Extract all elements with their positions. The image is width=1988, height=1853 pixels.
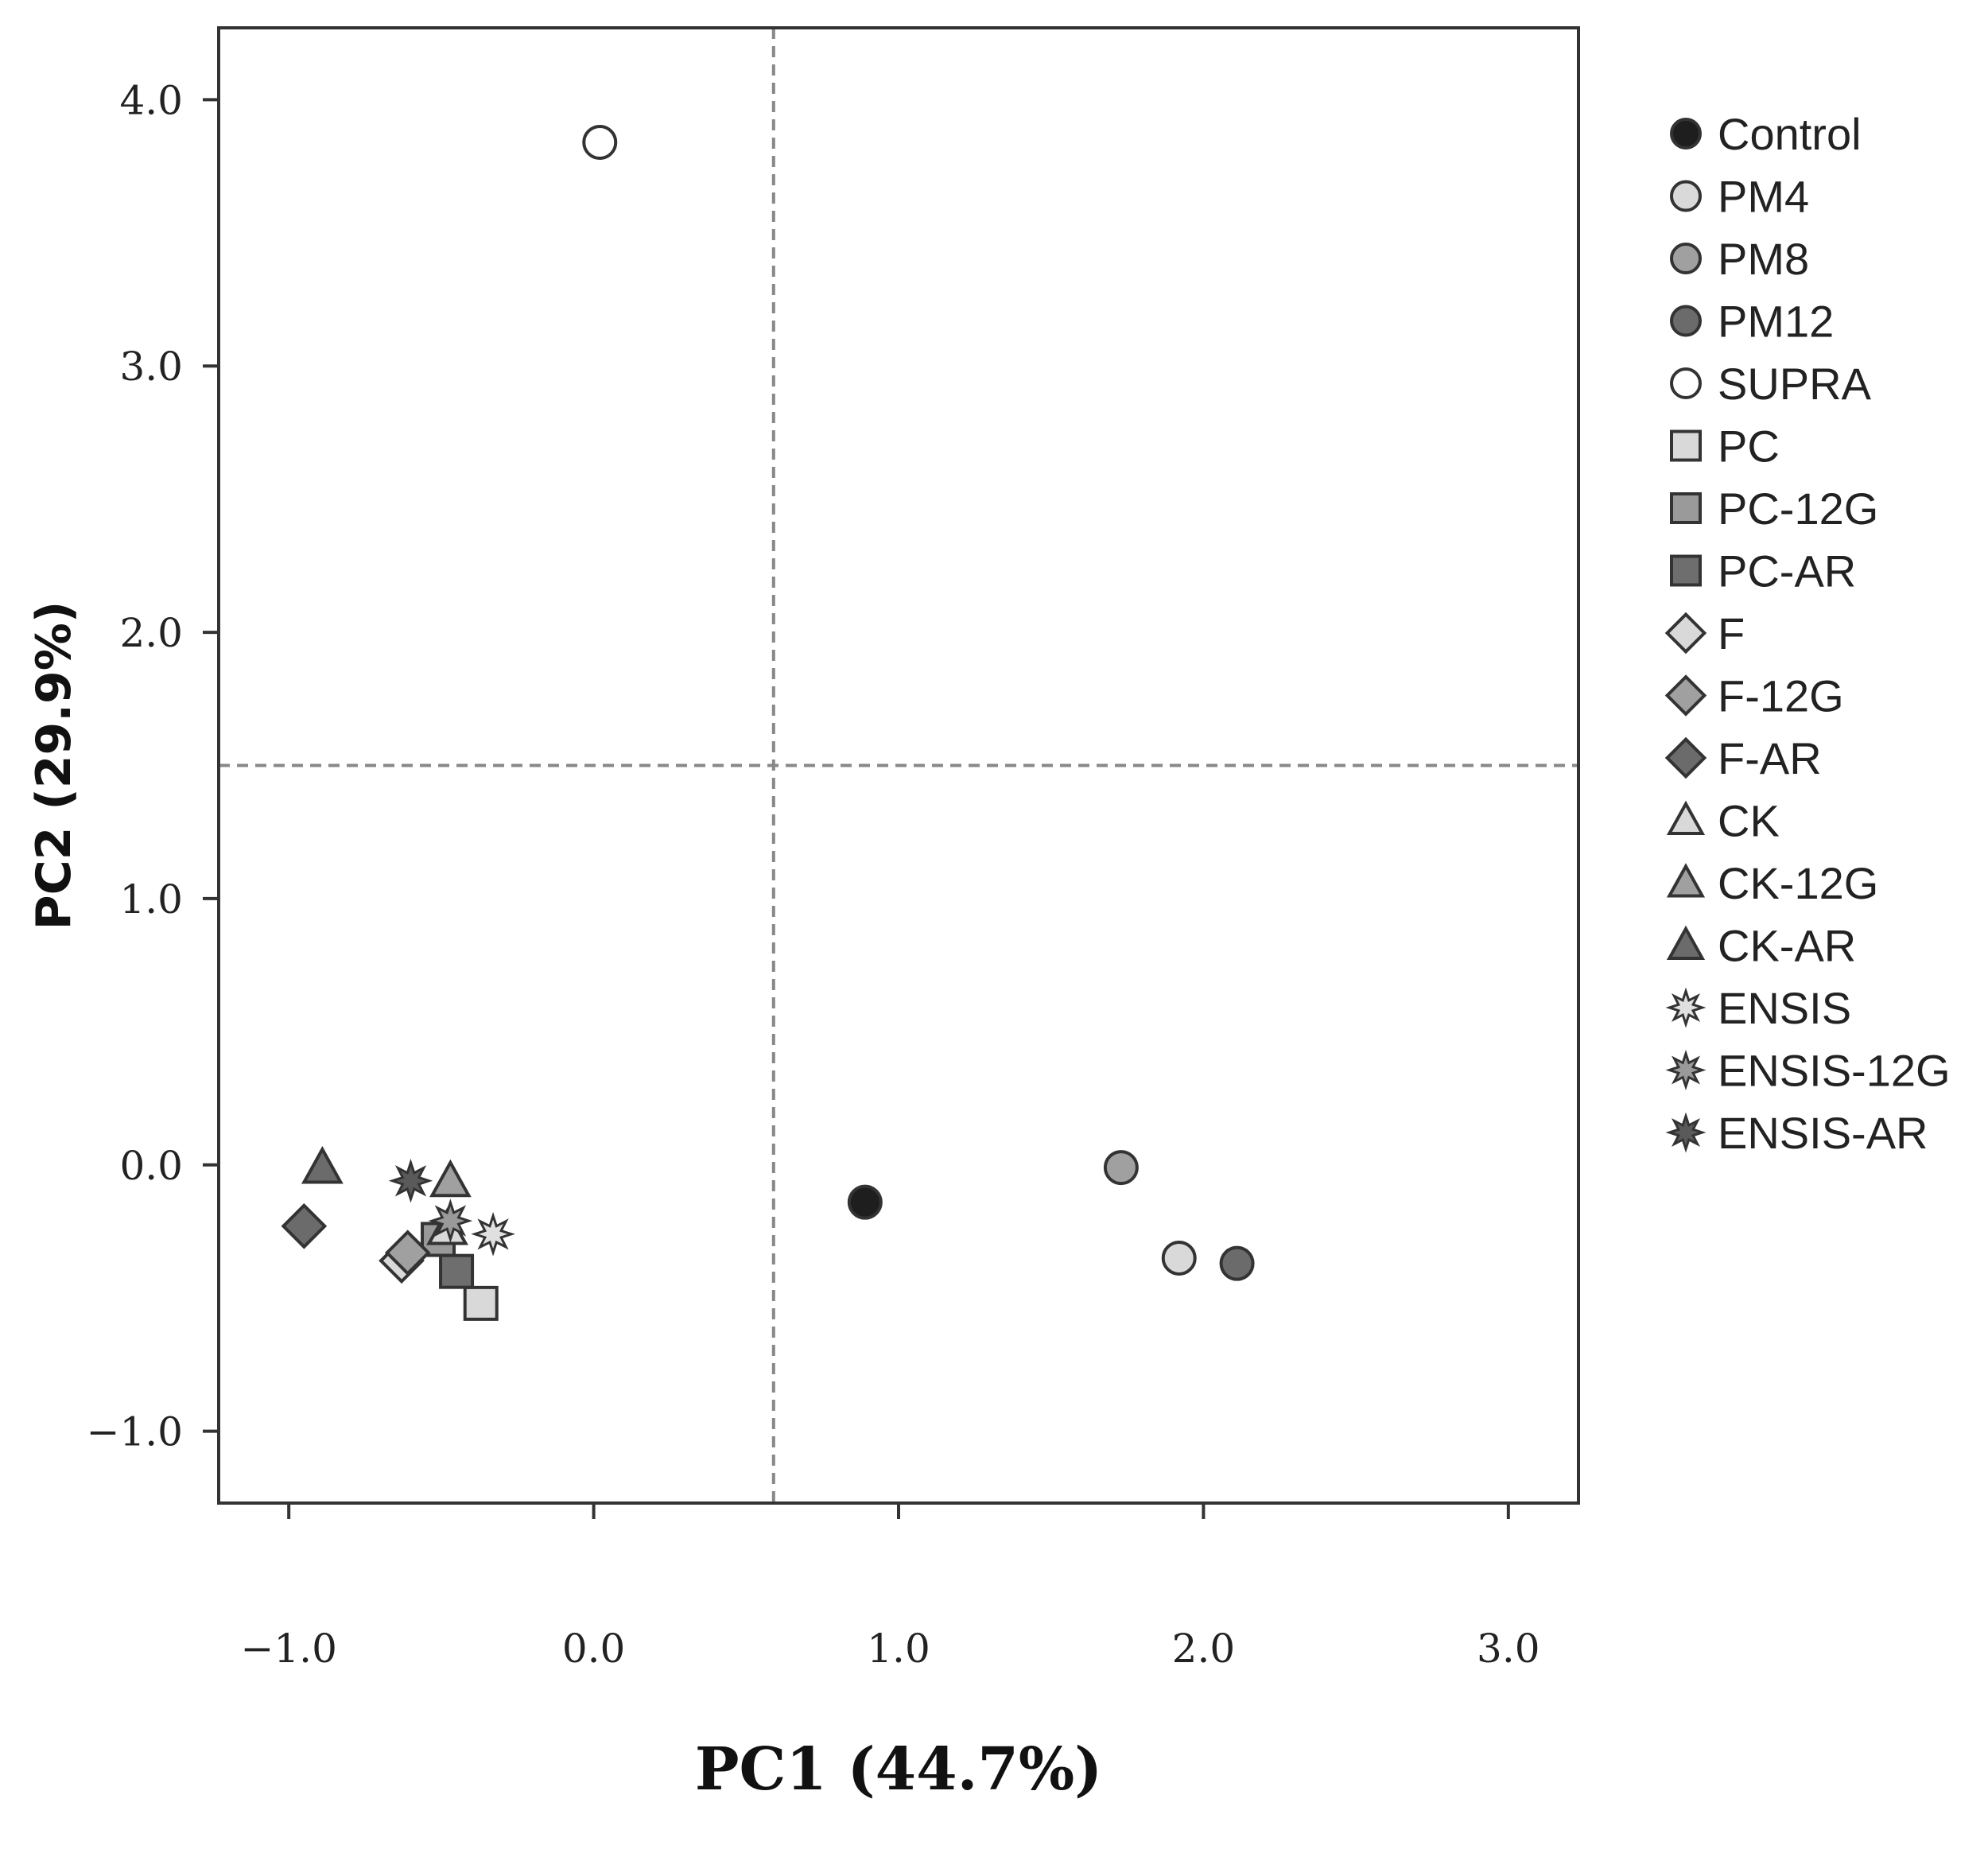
legend-marker-pc-ar bbox=[1670, 554, 1702, 587]
x-axis: −1.0 0.0 1.0 2.0 3.0 bbox=[240, 1503, 1540, 1672]
legend-label: CK-AR bbox=[1718, 921, 1856, 971]
legend-item-pm12: PM12 bbox=[1670, 297, 1834, 347]
legend-label: PC-12G bbox=[1718, 484, 1878, 534]
legend-label: PM4 bbox=[1718, 172, 1809, 222]
legend-label: PC bbox=[1718, 421, 1780, 472]
x-tick-label: 3.0 bbox=[1477, 1626, 1540, 1672]
legend-marker-pc-12g bbox=[1670, 492, 1702, 524]
legend-marker-f bbox=[1664, 612, 1707, 655]
legend-label: ENSIS bbox=[1718, 983, 1851, 1033]
legend-item-pc-ar: PC-AR bbox=[1670, 546, 1856, 596]
point-ck-12g bbox=[429, 1159, 472, 1198]
legend-item-pc: PC bbox=[1670, 421, 1780, 472]
legend-label: F-12G bbox=[1718, 671, 1844, 721]
x-axis-title: PC1 (44.7%) bbox=[695, 1735, 1102, 1804]
legend-label: PM12 bbox=[1718, 297, 1834, 347]
point-pm12 bbox=[1219, 1245, 1255, 1281]
point-ensis-ar bbox=[388, 1159, 433, 1203]
legend-marker-control bbox=[1670, 118, 1702, 150]
y-tick-label: 2.0 bbox=[119, 610, 183, 656]
point-f-ar bbox=[281, 1202, 328, 1249]
legend-marker-pm4 bbox=[1670, 180, 1702, 212]
x-tick-label: 1.0 bbox=[867, 1626, 930, 1672]
legend-item-f-ar: F-AR bbox=[1664, 733, 1822, 783]
point-pm4 bbox=[1161, 1240, 1197, 1276]
legend-label: ENSIS-AR bbox=[1718, 1108, 1928, 1158]
legend-label: CK-12G bbox=[1718, 858, 1878, 908]
legend-marker-ensis-ar bbox=[1665, 1112, 1706, 1153]
x-tick-label: −1.0 bbox=[240, 1626, 336, 1672]
point-supra bbox=[582, 124, 618, 160]
point-pc-ar bbox=[439, 1253, 475, 1289]
y-tick-label: 1.0 bbox=[119, 876, 183, 923]
legend-item-ensis-ar: ENSIS-AR bbox=[1665, 1108, 1928, 1158]
legend-item-control: Control bbox=[1670, 109, 1862, 159]
legend-marker-ck-12g bbox=[1666, 863, 1706, 898]
reference-lines bbox=[219, 28, 1578, 1503]
y-tick-label: 0.0 bbox=[119, 1143, 183, 1189]
legend-marker-f-ar bbox=[1664, 736, 1707, 779]
y-axis: −1.0 0.0 1.0 2.0 3.0 4.0 bbox=[87, 77, 219, 1455]
legend-label: ENSIS-12G bbox=[1718, 1046, 1951, 1096]
legend-item-ck: CK bbox=[1666, 796, 1780, 846]
legend-marker-pm12 bbox=[1670, 305, 1702, 337]
legend-item-ensis: ENSIS bbox=[1665, 983, 1851, 1033]
legend-label: PC-AR bbox=[1718, 546, 1856, 596]
legend-item-ck-12g: CK-12G bbox=[1666, 858, 1878, 908]
legend-item-ck-ar: CK-AR bbox=[1666, 921, 1856, 971]
legend-label: PM8 bbox=[1718, 234, 1809, 284]
legend-marker-pm8 bbox=[1670, 243, 1702, 274]
point-f-12g bbox=[384, 1230, 431, 1276]
data-points bbox=[281, 124, 1255, 1321]
legend-marker-ensis bbox=[1665, 987, 1706, 1028]
legend-item-pm4: PM4 bbox=[1670, 172, 1809, 222]
y-tick-label: 4.0 bbox=[119, 77, 183, 123]
legend-label: Control bbox=[1718, 109, 1862, 159]
legend-marker-supra bbox=[1670, 367, 1702, 399]
legend-item-f: F bbox=[1664, 608, 1745, 658]
legend-marker-ck bbox=[1666, 800, 1706, 836]
point-ck-ar bbox=[301, 1145, 344, 1184]
x-tick-label: 2.0 bbox=[1172, 1626, 1236, 1672]
legend-item-supra: SUPRA bbox=[1670, 359, 1872, 409]
legend-item-ensis-12g: ENSIS-12G bbox=[1665, 1046, 1951, 1096]
point-pm8 bbox=[1103, 1150, 1139, 1186]
point-control bbox=[847, 1184, 883, 1220]
legend-marker-pc bbox=[1670, 429, 1702, 462]
y-axis-title: PC2 (29.9%) bbox=[26, 601, 82, 930]
y-tick-label: 3.0 bbox=[119, 344, 183, 390]
x-tick-label: 0.0 bbox=[562, 1626, 626, 1672]
y-tick-label: −1.0 bbox=[87, 1409, 183, 1455]
point-pc bbox=[463, 1285, 499, 1321]
legend-marker-ck-ar bbox=[1666, 925, 1706, 961]
legend-item-f-12g: F-12G bbox=[1664, 671, 1844, 721]
legend-marker-f-12g bbox=[1664, 674, 1707, 717]
legend-item-pc-12g: PC-12G bbox=[1670, 484, 1878, 534]
legend-label: CK bbox=[1718, 796, 1780, 846]
legend-label: F bbox=[1718, 608, 1745, 658]
legend-marker-ensis-12g bbox=[1665, 1049, 1706, 1091]
legend-label: SUPRA bbox=[1718, 359, 1872, 409]
point-ensis-12g bbox=[428, 1198, 473, 1243]
point-ensis bbox=[471, 1211, 515, 1257]
legend-label: F-AR bbox=[1718, 733, 1822, 783]
legend-item-pm8: PM8 bbox=[1670, 234, 1809, 284]
legend: Control PM4 PM8 PM12 SUPRA PC PC-12G PC-AR F F-12… bbox=[1664, 109, 1951, 1158]
